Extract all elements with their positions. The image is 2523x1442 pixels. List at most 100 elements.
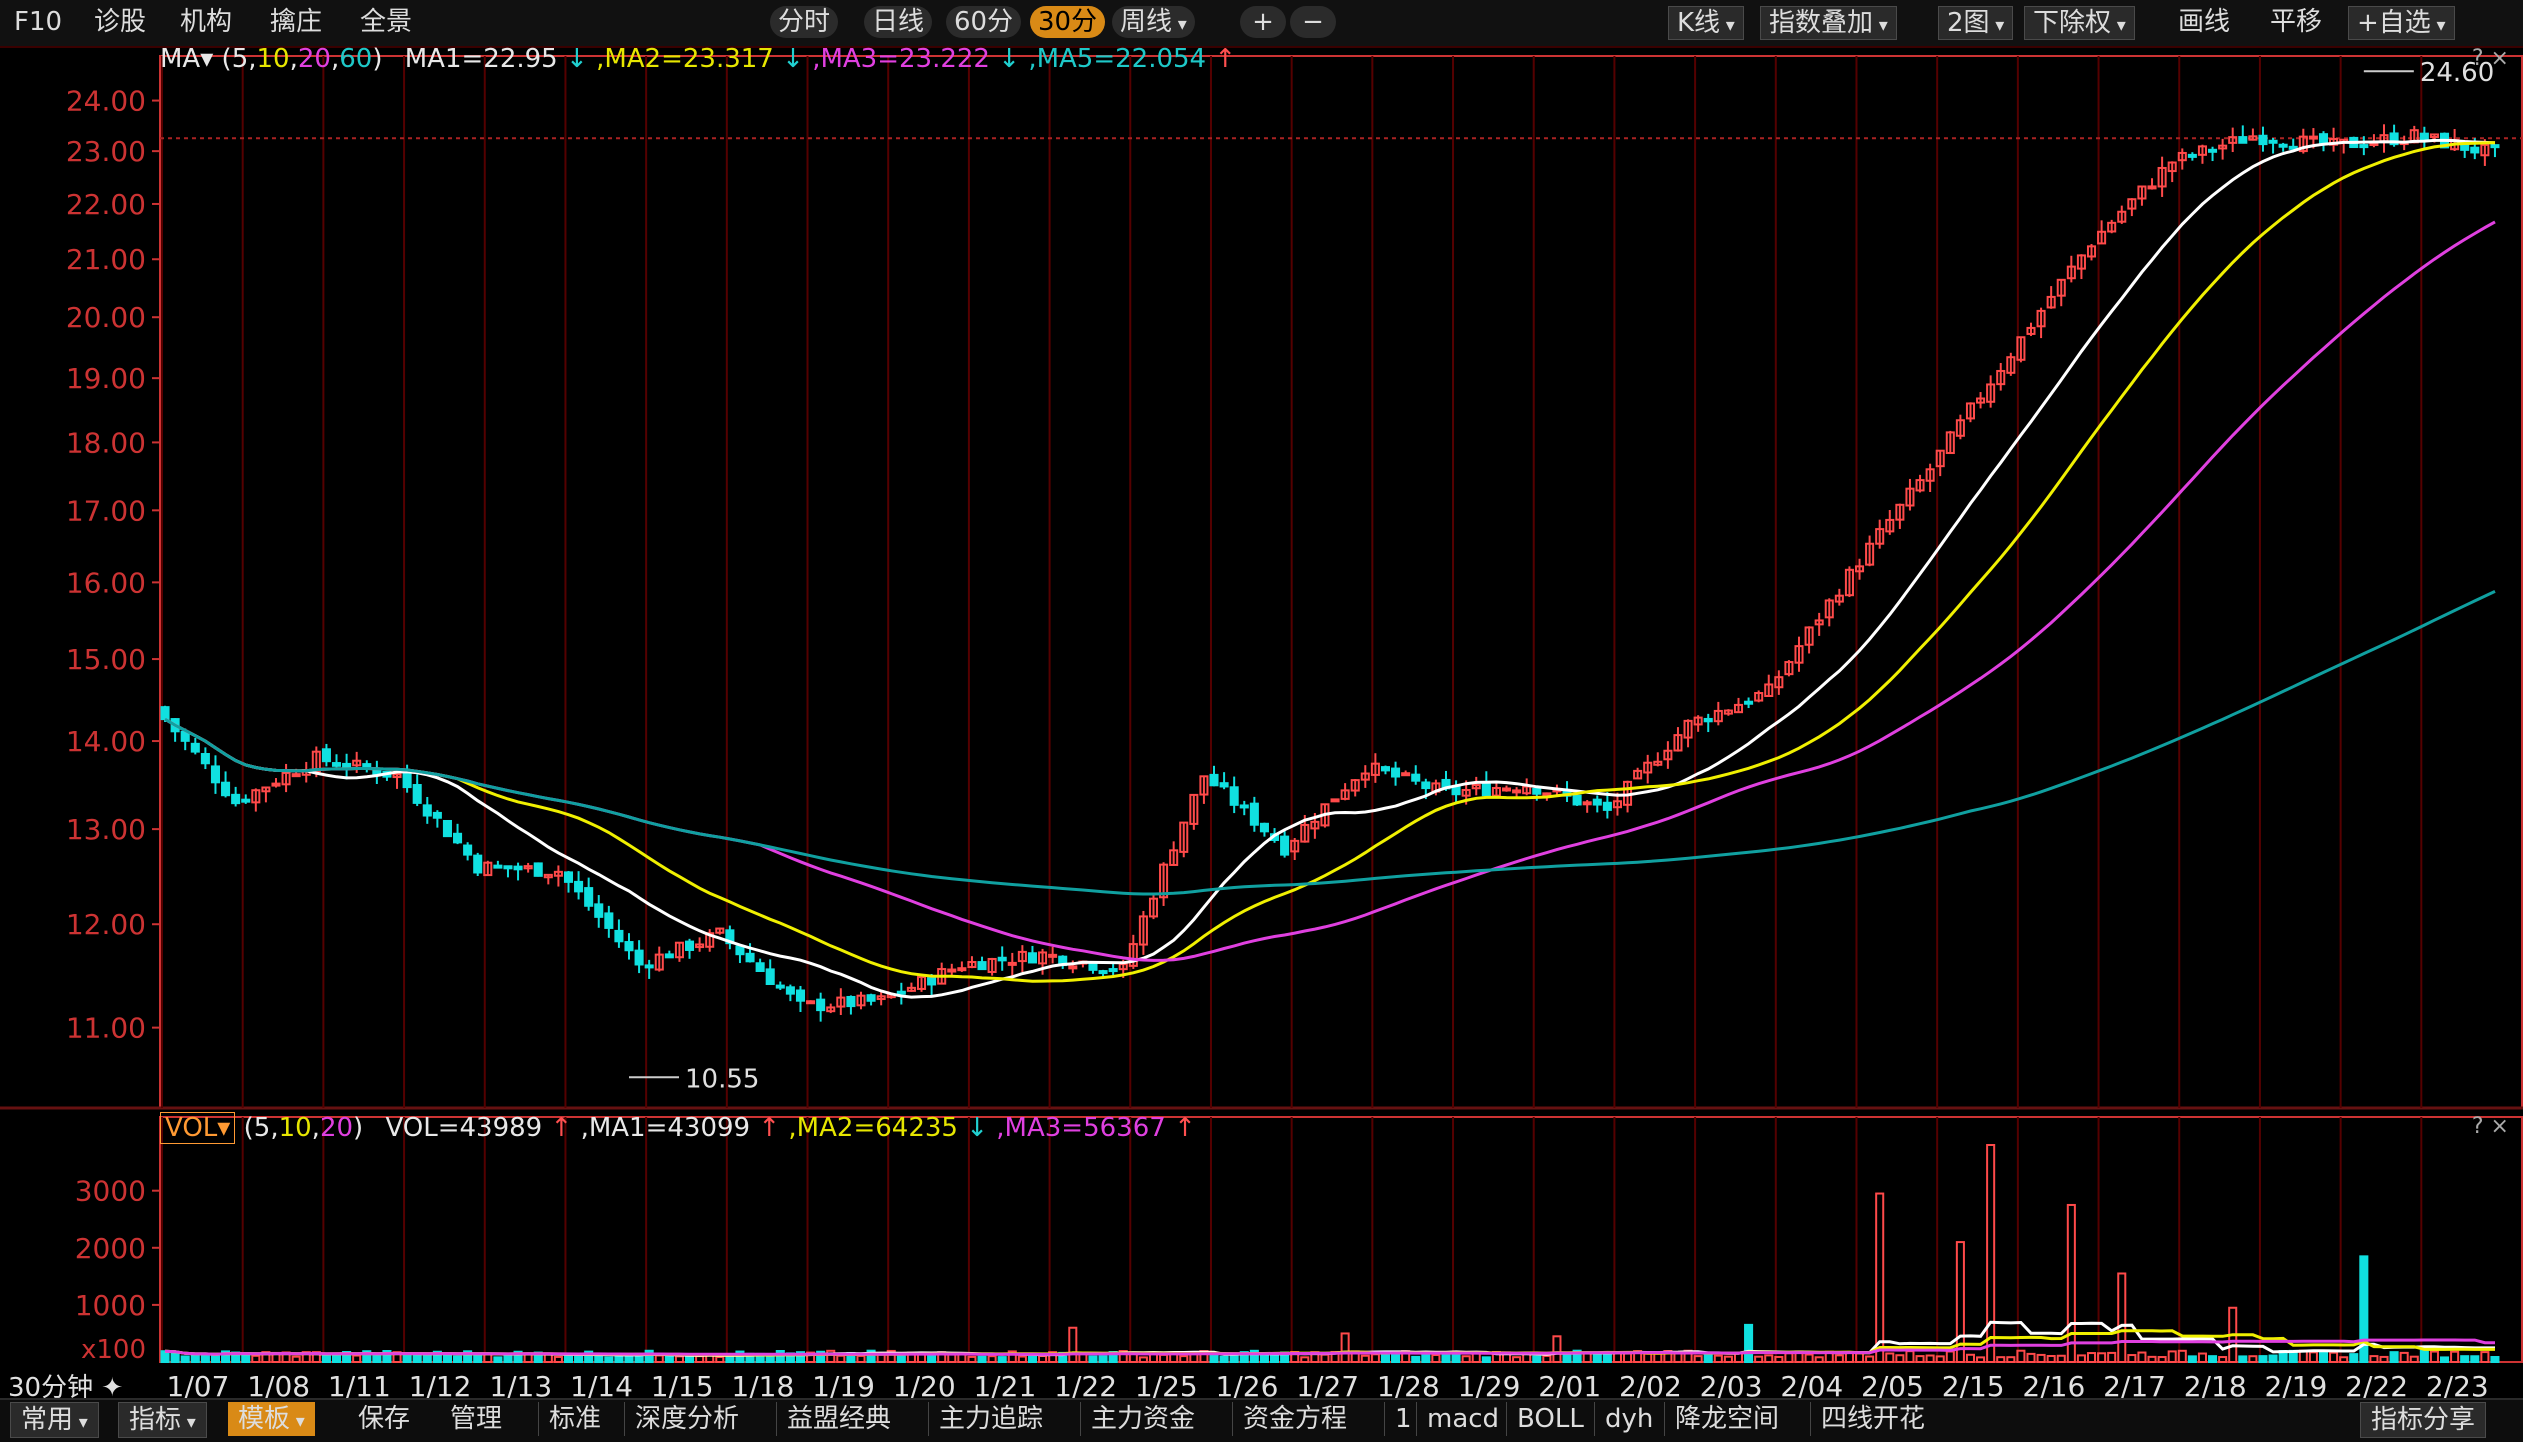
candle-body	[513, 865, 523, 871]
volume-bar	[2117, 1272, 2127, 1363]
template-dropdown[interactable]: 模板	[228, 1402, 315, 1436]
indicator-tab-boll[interactable]: BOLL	[1506, 1402, 1594, 1436]
ma-label[interactable]: MA	[160, 44, 201, 74]
volume-bar	[1895, 1354, 1905, 1364]
candle-body	[957, 967, 967, 972]
tab-intraday[interactable]: 分时	[770, 6, 839, 38]
indicator-tab-classic[interactable]: 益盟经典	[776, 1402, 901, 1436]
candle-body	[674, 941, 684, 959]
candle-body	[755, 962, 765, 973]
volume-bar	[372, 1355, 382, 1364]
volume-bar	[2036, 1353, 2046, 1363]
watchlist-dropdown[interactable]: +自选	[2348, 6, 2455, 40]
panorama-button[interactable]: 全景	[360, 7, 413, 37]
tab-30min[interactable]: 30分	[1030, 6, 1106, 38]
institution-button[interactable]: 机构	[180, 7, 233, 37]
candle-body	[2076, 254, 2086, 270]
volume-bar	[2268, 1354, 2278, 1363]
volume-bar	[1784, 1352, 1794, 1364]
tab-daily[interactable]: 日线	[864, 6, 933, 38]
candle-body	[604, 912, 614, 929]
volume-bar	[1360, 1354, 1370, 1363]
volume-bar	[2147, 1355, 2157, 1364]
volume-bar	[977, 1355, 987, 1363]
f10-button[interactable]: F10	[14, 7, 63, 37]
indicator-dropdown[interactable]: 指标	[118, 1402, 207, 1438]
candle-body	[1380, 766, 1391, 772]
volume-bar	[866, 1349, 876, 1363]
candle-body	[563, 871, 574, 883]
volume-bar	[2329, 1351, 2339, 1364]
candle-body	[412, 784, 422, 804]
volume-bar	[836, 1354, 846, 1363]
volume-panel-close-icon[interactable]: ? ×	[2471, 1114, 2509, 1139]
catch-button[interactable]: 擒庄	[270, 7, 323, 37]
volume-bar	[2056, 1354, 2066, 1364]
volume-bar	[1885, 1352, 1895, 1364]
vol-dropdown-icon[interactable]: ▾	[217, 1113, 231, 1143]
tab-weekly[interactable]: 周线	[1112, 6, 1195, 38]
candle-body	[1744, 700, 1754, 705]
common-dropdown[interactable]: 常用	[10, 1402, 99, 1438]
zoom-out-button[interactable]: −	[1290, 6, 1336, 38]
save-button[interactable]: 保存	[358, 1404, 411, 1434]
volume-bar	[442, 1353, 452, 1363]
indicator-tab-main-tracking[interactable]: 主力追踪	[928, 1402, 1053, 1436]
candle-body	[997, 956, 1007, 962]
diagnose-button[interactable]: 诊股	[94, 7, 147, 37]
price-panel-close-icon[interactable]: ? ×	[2471, 46, 2509, 71]
price-tick-label: 19.00	[66, 362, 146, 395]
candle-body	[1068, 965, 1078, 970]
candle-body	[1804, 626, 1814, 646]
candle-body	[1733, 703, 1744, 714]
volume-bar	[725, 1355, 735, 1364]
indicator-tab-dragon-space[interactable]: 降龙空间	[1664, 1402, 1789, 1436]
volume-bar	[584, 1350, 594, 1364]
volume-bar	[210, 1354, 221, 1364]
exrights-dropdown[interactable]: 下除权	[2024, 6, 2135, 40]
candle-body	[1098, 970, 1108, 975]
date-tick-label: 1/14	[570, 1370, 633, 1398]
index-overlay-dropdown[interactable]: 指数叠加	[1760, 6, 1897, 40]
indicator-tab-four-lines[interactable]: 四线开花	[1810, 1402, 1935, 1436]
pan-button[interactable]: 平移	[2270, 7, 2323, 37]
two-charts-dropdown[interactable]: 2图	[1938, 6, 2014, 40]
indicator-tab-1[interactable]: 1	[1384, 1402, 1422, 1436]
volume-bar	[2167, 1350, 2177, 1363]
candle-body	[1017, 950, 1027, 963]
candle-body	[1754, 692, 1764, 702]
volume-bar	[2006, 1356, 2016, 1363]
vol-label[interactable]: VOL▾	[160, 1112, 236, 1144]
tab-60min[interactable]: 60分	[946, 6, 1022, 38]
candle-body	[2177, 151, 2187, 162]
zoom-in-button[interactable]: +	[1240, 6, 1286, 38]
manage-button[interactable]: 管理	[450, 1404, 503, 1434]
ma-dropdown-icon[interactable]: ▾	[200, 44, 222, 74]
volume-bar	[1320, 1353, 1330, 1363]
indicator-tab-deep-analysis[interactable]: 深度分析	[624, 1402, 749, 1436]
date-tick-label: 2/05	[1861, 1370, 1924, 1398]
candle-body	[1784, 661, 1794, 676]
indicator-tab-dyh[interactable]: dyh	[1594, 1402, 1663, 1436]
indicator-tab-fund-equation[interactable]: 资金方程	[1232, 1402, 1357, 1436]
candle-body	[1481, 781, 1491, 797]
kline-chart[interactable]: 24.00 23.00 22.00 21.00 20.00 19.00 18.00 17.00…	[0, 46, 2523, 1398]
candle-body	[2218, 144, 2228, 150]
volume-bar	[1925, 1354, 1935, 1363]
ma1-direction: ↓	[566, 44, 588, 74]
candle-body	[241, 798, 251, 803]
draw-button[interactable]: 画线	[2178, 7, 2231, 37]
volume-bar	[2379, 1355, 2389, 1364]
indicator-share-button[interactable]: 指标分享	[2360, 1402, 2487, 1438]
indicator-tab-macd[interactable]: macd	[1416, 1402, 1509, 1436]
volume-bar	[251, 1354, 261, 1364]
kline-dropdown[interactable]: K线	[1668, 6, 1744, 40]
volume-bar	[1713, 1354, 1723, 1363]
indicator-tab-main-funds[interactable]: 主力资金	[1080, 1402, 1205, 1436]
candle-body	[1976, 397, 1986, 404]
candle-body	[210, 765, 221, 784]
candle-body	[1290, 839, 1300, 853]
candle-body	[846, 995, 856, 1008]
candle-body	[866, 994, 876, 1002]
indicator-tab-standard[interactable]: 标准	[538, 1402, 611, 1436]
